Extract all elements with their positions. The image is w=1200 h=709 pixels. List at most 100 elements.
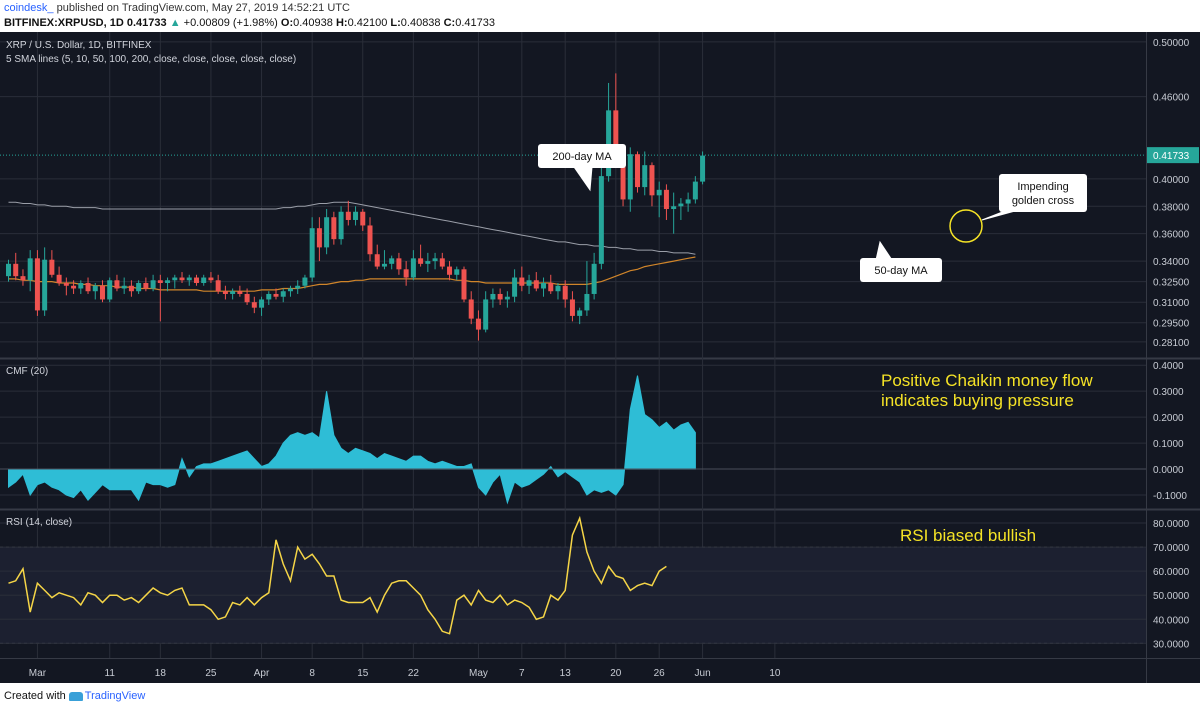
golden-cross-callout <box>981 174 1087 221</box>
candle-body <box>519 277 525 286</box>
candle-body <box>483 299 489 330</box>
candle-body <box>635 154 641 188</box>
candle-body <box>591 263 597 294</box>
time-axis-label: 22 <box>408 668 420 679</box>
rsi-axis-label: 80.0000 <box>1153 519 1190 530</box>
price-axis-label: 0.34000 <box>1153 257 1190 268</box>
time-axis-label: 15 <box>357 668 369 679</box>
candle-body <box>27 258 33 281</box>
candle-body <box>13 263 19 277</box>
price-pane-title: XRP / U.S. Dollar, 1D, BITFINEX <box>6 40 152 51</box>
time-axis-label: May <box>469 668 488 679</box>
candle-body <box>490 293 496 300</box>
time-axis-label: 13 <box>560 668 572 679</box>
time-axis-label: Apr <box>254 668 270 679</box>
candle-body <box>533 280 539 289</box>
candle-body <box>381 263 387 267</box>
candle-body <box>678 203 684 207</box>
candle-body <box>201 277 207 284</box>
candle-body <box>85 283 91 292</box>
candle-body <box>569 299 575 316</box>
candle-body <box>302 277 308 286</box>
candle-body <box>157 280 163 284</box>
cmf-axis-label: 0.4000 <box>1153 361 1184 372</box>
rsi-annotation: RSI biased bullish <box>900 526 1036 545</box>
candle-body <box>360 211 366 226</box>
tradingview-link[interactable]: TradingView <box>84 690 146 702</box>
candle-body <box>526 280 532 286</box>
close-label: C: <box>443 17 456 29</box>
open-label: O: <box>280 17 294 29</box>
price-axis-label: 0.40000 <box>1153 175 1190 186</box>
candle-body <box>627 154 633 200</box>
price-change: +0.00809 (+1.98%) <box>183 17 278 29</box>
candle-body <box>150 280 156 289</box>
candle-body <box>584 293 590 311</box>
candle-body <box>475 318 481 330</box>
low-value: 0.40838 <box>400 17 441 29</box>
price-chart[interactable]: Mar 11 18 25 Apr 8 15 22 May 7 13 20 26 Jun 10 0.28100 0… <box>0 32 1200 683</box>
golden-cross-marker <box>949 209 983 243</box>
ma200-callout-box <box>538 144 626 168</box>
candle-body <box>172 277 178 281</box>
ma50-callout-box <box>860 258 942 282</box>
candle-body <box>353 211 359 220</box>
candle-body <box>685 199 691 204</box>
author-link[interactable]: coindesk_ <box>4 2 54 14</box>
ma50-callout-label: 50-day MA <box>874 265 928 277</box>
time-axis-label: 25 <box>205 668 217 679</box>
candle-body <box>34 258 40 311</box>
candle-body <box>497 293 503 300</box>
cmf-axis-label: 0.3000 <box>1153 387 1184 398</box>
candle-body <box>700 155 706 182</box>
candle-body <box>331 217 337 240</box>
high-label: H: <box>335 17 348 29</box>
candle-body <box>259 299 265 308</box>
low-label: L: <box>390 17 401 29</box>
candle-body <box>541 283 547 289</box>
rsi-line <box>8 515 667 635</box>
candle-body <box>642 165 648 188</box>
candle-body <box>78 283 84 289</box>
candle-body <box>287 288 293 292</box>
last-price-label: 0.41733 <box>1153 151 1190 162</box>
golden-cross-callout-line1: Impending <box>1017 181 1068 193</box>
last-price-badge <box>1147 147 1199 164</box>
candle-body <box>324 217 330 248</box>
close-value: 0.41733 <box>455 17 495 29</box>
candle-body <box>208 277 214 281</box>
candle-body <box>280 291 286 297</box>
candle-body <box>425 261 431 264</box>
rsi-pane-title: RSI (14, close) <box>6 517 72 528</box>
candle-body <box>620 158 626 200</box>
candle-body <box>6 263 11 277</box>
candle-body <box>114 280 120 289</box>
ma200-callout <box>538 144 626 192</box>
chart-header: coindesk_ published on TradingView.com, … <box>0 0 1200 32</box>
candle-body <box>512 277 518 297</box>
candle-body <box>447 266 453 275</box>
cmf-axis-label: 0.2000 <box>1153 413 1184 424</box>
tradingview-logo-icon <box>68 691 83 701</box>
open-value: 0.40938 <box>293 17 333 29</box>
candle-body <box>396 258 402 270</box>
cmf-axis-label: 0.1000 <box>1153 439 1184 450</box>
price-axis-label: 0.46000 <box>1153 93 1190 104</box>
candle-body <box>71 285 77 289</box>
candle-body <box>251 302 257 308</box>
rsi-axis-label: 40.0000 <box>1153 615 1190 626</box>
candle-body <box>649 165 655 196</box>
candle-body <box>403 269 409 278</box>
cmf-axis-label: -0.1000 <box>1153 491 1187 502</box>
time-axis-label: 8 <box>309 668 315 679</box>
candle-body <box>598 176 604 264</box>
candle-body <box>606 110 612 177</box>
price-pane-subtitle: 5 SMA lines (5, 10, 50, 100, 200, close,… <box>6 54 296 65</box>
price-axis-label: 0.28100 <box>1153 338 1190 349</box>
candle-body <box>439 258 445 267</box>
candle-body <box>367 225 373 255</box>
candle-body <box>49 259 55 275</box>
candle-body <box>56 274 62 284</box>
ma200-callout-label: 200-day MA <box>552 151 612 163</box>
time-axis-label: 11 <box>105 668 116 679</box>
